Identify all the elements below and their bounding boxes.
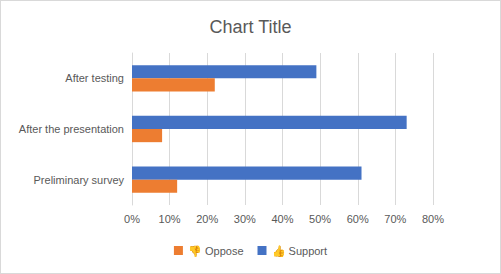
svg-text:80%: 80%	[422, 213, 444, 225]
svg-text:10%: 10%	[159, 213, 181, 225]
svg-text:70%: 70%	[384, 213, 406, 225]
svg-text:👍 Support: 👍 Support	[272, 245, 328, 258]
svg-text:20%: 20%	[196, 213, 218, 225]
svg-text:0%: 0%	[124, 213, 140, 225]
svg-text:After testing: After testing	[65, 72, 124, 84]
svg-text:60%: 60%	[347, 213, 369, 225]
svg-text:After the presentation: After the presentation	[19, 123, 124, 135]
svg-text:👎 Oppose: 👎 Oppose	[188, 245, 244, 258]
svg-text:40%: 40%	[271, 213, 293, 225]
svg-text:Preliminary survey: Preliminary survey	[34, 174, 125, 186]
svg-text:Chart Title: Chart Title	[209, 17, 291, 37]
svg-text:30%: 30%	[234, 213, 256, 225]
svg-text:50%: 50%	[309, 213, 331, 225]
